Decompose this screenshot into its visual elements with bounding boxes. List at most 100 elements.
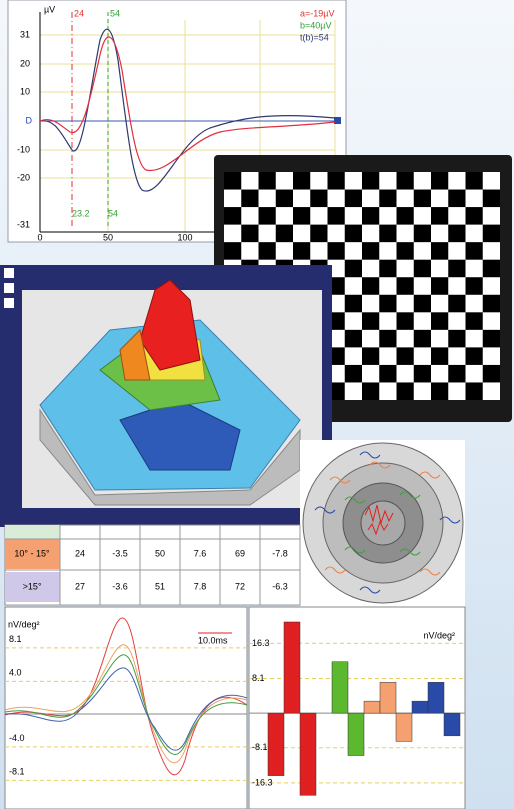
check	[413, 189, 431, 208]
check	[413, 364, 431, 383]
bar	[267, 712, 285, 776]
check	[396, 312, 414, 330]
wave-ring3	[324, 461, 441, 576]
check	[224, 207, 242, 225]
wave-ring2	[344, 491, 421, 556]
toolbar-icon	[4, 298, 14, 308]
row-head-cell	[5, 572, 60, 602]
check	[431, 277, 449, 295]
bar	[443, 712, 461, 737]
bar	[363, 700, 381, 714]
check	[241, 224, 259, 243]
check	[362, 277, 380, 295]
cell: 69	[235, 548, 245, 558]
cell: -3.6	[112, 581, 128, 591]
check	[362, 207, 380, 225]
check	[310, 189, 328, 208]
check	[396, 207, 414, 225]
check	[344, 259, 362, 278]
check	[413, 259, 431, 278]
check	[448, 224, 466, 243]
erg-y-label: 10	[20, 86, 30, 96]
wave-orange	[4, 644, 248, 764]
erg-legend: a=-19µV	[300, 8, 334, 18]
toolbar-icon	[4, 268, 14, 278]
check	[293, 242, 311, 260]
bar	[379, 682, 397, 714]
topo-surface	[39, 279, 301, 506]
check	[379, 364, 397, 383]
erg-legend: b=40µV	[300, 20, 331, 30]
check	[396, 382, 414, 400]
check	[310, 224, 328, 243]
check	[275, 189, 293, 208]
cell: >15°	[23, 581, 42, 591]
wave-green	[4, 654, 248, 755]
check	[465, 242, 483, 260]
cell: 10° - 15°	[14, 548, 50, 558]
check	[482, 189, 500, 208]
wave-unit: nV/deg²	[8, 619, 40, 629]
erg-marker: 23.2	[72, 208, 90, 218]
erg-x-label: 0	[37, 232, 42, 242]
check	[431, 242, 449, 260]
check	[224, 172, 242, 190]
cell: 50	[155, 548, 165, 558]
bar	[427, 682, 445, 714]
cell: 72	[235, 581, 245, 591]
cell: -3.5	[112, 548, 128, 558]
check	[482, 294, 500, 313]
check	[327, 207, 345, 225]
ring-inner	[360, 500, 406, 546]
cell: 7.6	[194, 548, 207, 558]
erg-y-label: -10	[17, 144, 30, 154]
y-tick-label: 4.0	[9, 668, 22, 678]
check	[431, 312, 449, 330]
cell: -6.3	[272, 581, 288, 591]
check	[482, 224, 500, 243]
erg-legend: t(b)=54	[300, 32, 329, 42]
check	[379, 329, 397, 348]
check	[258, 172, 276, 190]
y-tick-label: -4.0	[9, 733, 25, 743]
wave-blue	[4, 667, 248, 751]
bar	[331, 661, 349, 714]
toolbar-icon	[4, 283, 14, 293]
check	[431, 382, 449, 400]
erg-y-label: -31	[17, 219, 30, 229]
check	[379, 294, 397, 313]
erg-y-label: D	[26, 115, 33, 125]
erg-y-label: 20	[20, 58, 30, 68]
check	[258, 242, 276, 260]
erg-x-label: 50	[103, 232, 113, 242]
erg-y-label: 31	[20, 29, 30, 39]
check	[396, 347, 414, 365]
check	[362, 347, 380, 365]
check	[396, 172, 414, 190]
check	[362, 242, 380, 260]
check	[344, 224, 362, 243]
check	[224, 242, 242, 260]
cell: -7.8	[272, 548, 288, 558]
row-head-cell	[5, 539, 60, 569]
check	[293, 172, 311, 190]
table-body: 10° - 15° 24 -3.5 50 7.6 69 -7.8 >15° 27 -3.6 51 7.…	[5, 525, 301, 606]
erg-marker: 54	[110, 8, 120, 18]
check	[362, 172, 380, 190]
erg-marker: 54	[108, 208, 118, 218]
bar	[395, 712, 413, 742]
check	[413, 294, 431, 313]
erg-wave-red	[39, 36, 336, 171]
check	[413, 329, 431, 348]
cell: 27	[75, 581, 85, 591]
check	[379, 259, 397, 278]
check	[327, 242, 345, 260]
erg-marker: 24	[74, 8, 84, 18]
check	[241, 189, 259, 208]
y-tick-label: 8.1	[252, 673, 265, 683]
check	[379, 189, 397, 208]
cell: 51	[155, 581, 165, 591]
check	[344, 364, 362, 383]
wave-center	[364, 504, 394, 536]
